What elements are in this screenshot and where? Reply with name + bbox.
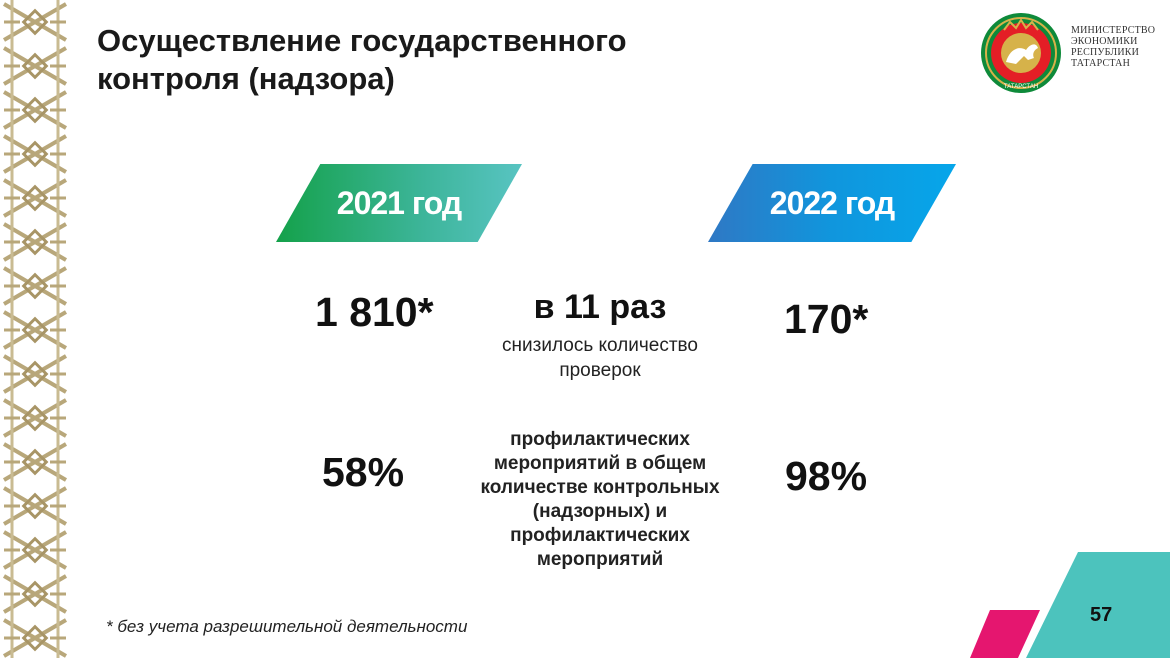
- ministry-line: ТАТАРСТАН: [1071, 58, 1130, 69]
- inspections-change-description: снизилось количество проверок: [470, 333, 730, 383]
- year-2021-banner: 2021 год: [276, 164, 522, 242]
- inspections-2022-value: 170*: [784, 296, 869, 342]
- description-line: снизилось количество: [502, 335, 698, 356]
- corner-decoration: [970, 552, 1170, 658]
- ministry-line: РЕСПУБЛИКИ: [1071, 47, 1140, 58]
- description-line: мероприятий: [536, 549, 664, 570]
- ministry-line: МИНИСТЕРСТВО: [1071, 25, 1156, 36]
- description-line: мероприятий в общем: [493, 453, 707, 474]
- footnote: * без учета разрешительной деятельности: [106, 617, 468, 636]
- title-line-1: Осуществление государственного: [97, 23, 627, 58]
- description-line: количестве контрольных: [480, 477, 720, 498]
- description-line: профилактических: [510, 525, 690, 546]
- preventive-2021-value: 58%: [322, 449, 405, 495]
- inspections-change-value: в 11 раз: [533, 288, 667, 326]
- preventive-2022-value: 98%: [785, 453, 868, 499]
- description-line: профилактических: [510, 429, 690, 450]
- ministry-name: МИНИСТЕРСТВО ЭКОНОМИКИ РЕСПУБЛИКИ ТАТАРС…: [1071, 25, 1155, 69]
- description-line: проверок: [559, 360, 641, 381]
- year-2021-label: 2021 год: [336, 184, 462, 221]
- description-line: (надзорных) и: [532, 501, 668, 522]
- page-number: 57: [1090, 604, 1113, 626]
- emblem-text: ТАТАРСТАН: [1004, 84, 1038, 90]
- title-line-2: контроля (надзора): [97, 61, 395, 96]
- tatarstan-emblem-icon: ТАТАРСТАН: [981, 13, 1061, 93]
- inspections-2021-value: 1 810*: [315, 289, 434, 335]
- year-2022-label: 2022 год: [769, 184, 895, 221]
- ministry-line: ЭКОНОМИКИ: [1071, 36, 1138, 47]
- preventive-description: профилактических мероприятий в общем кол…: [455, 428, 745, 572]
- ornament-border: [0, 0, 70, 658]
- year-2022-banner: 2022 год: [708, 164, 956, 242]
- page-title: Осуществление государственного контроля …: [97, 22, 627, 98]
